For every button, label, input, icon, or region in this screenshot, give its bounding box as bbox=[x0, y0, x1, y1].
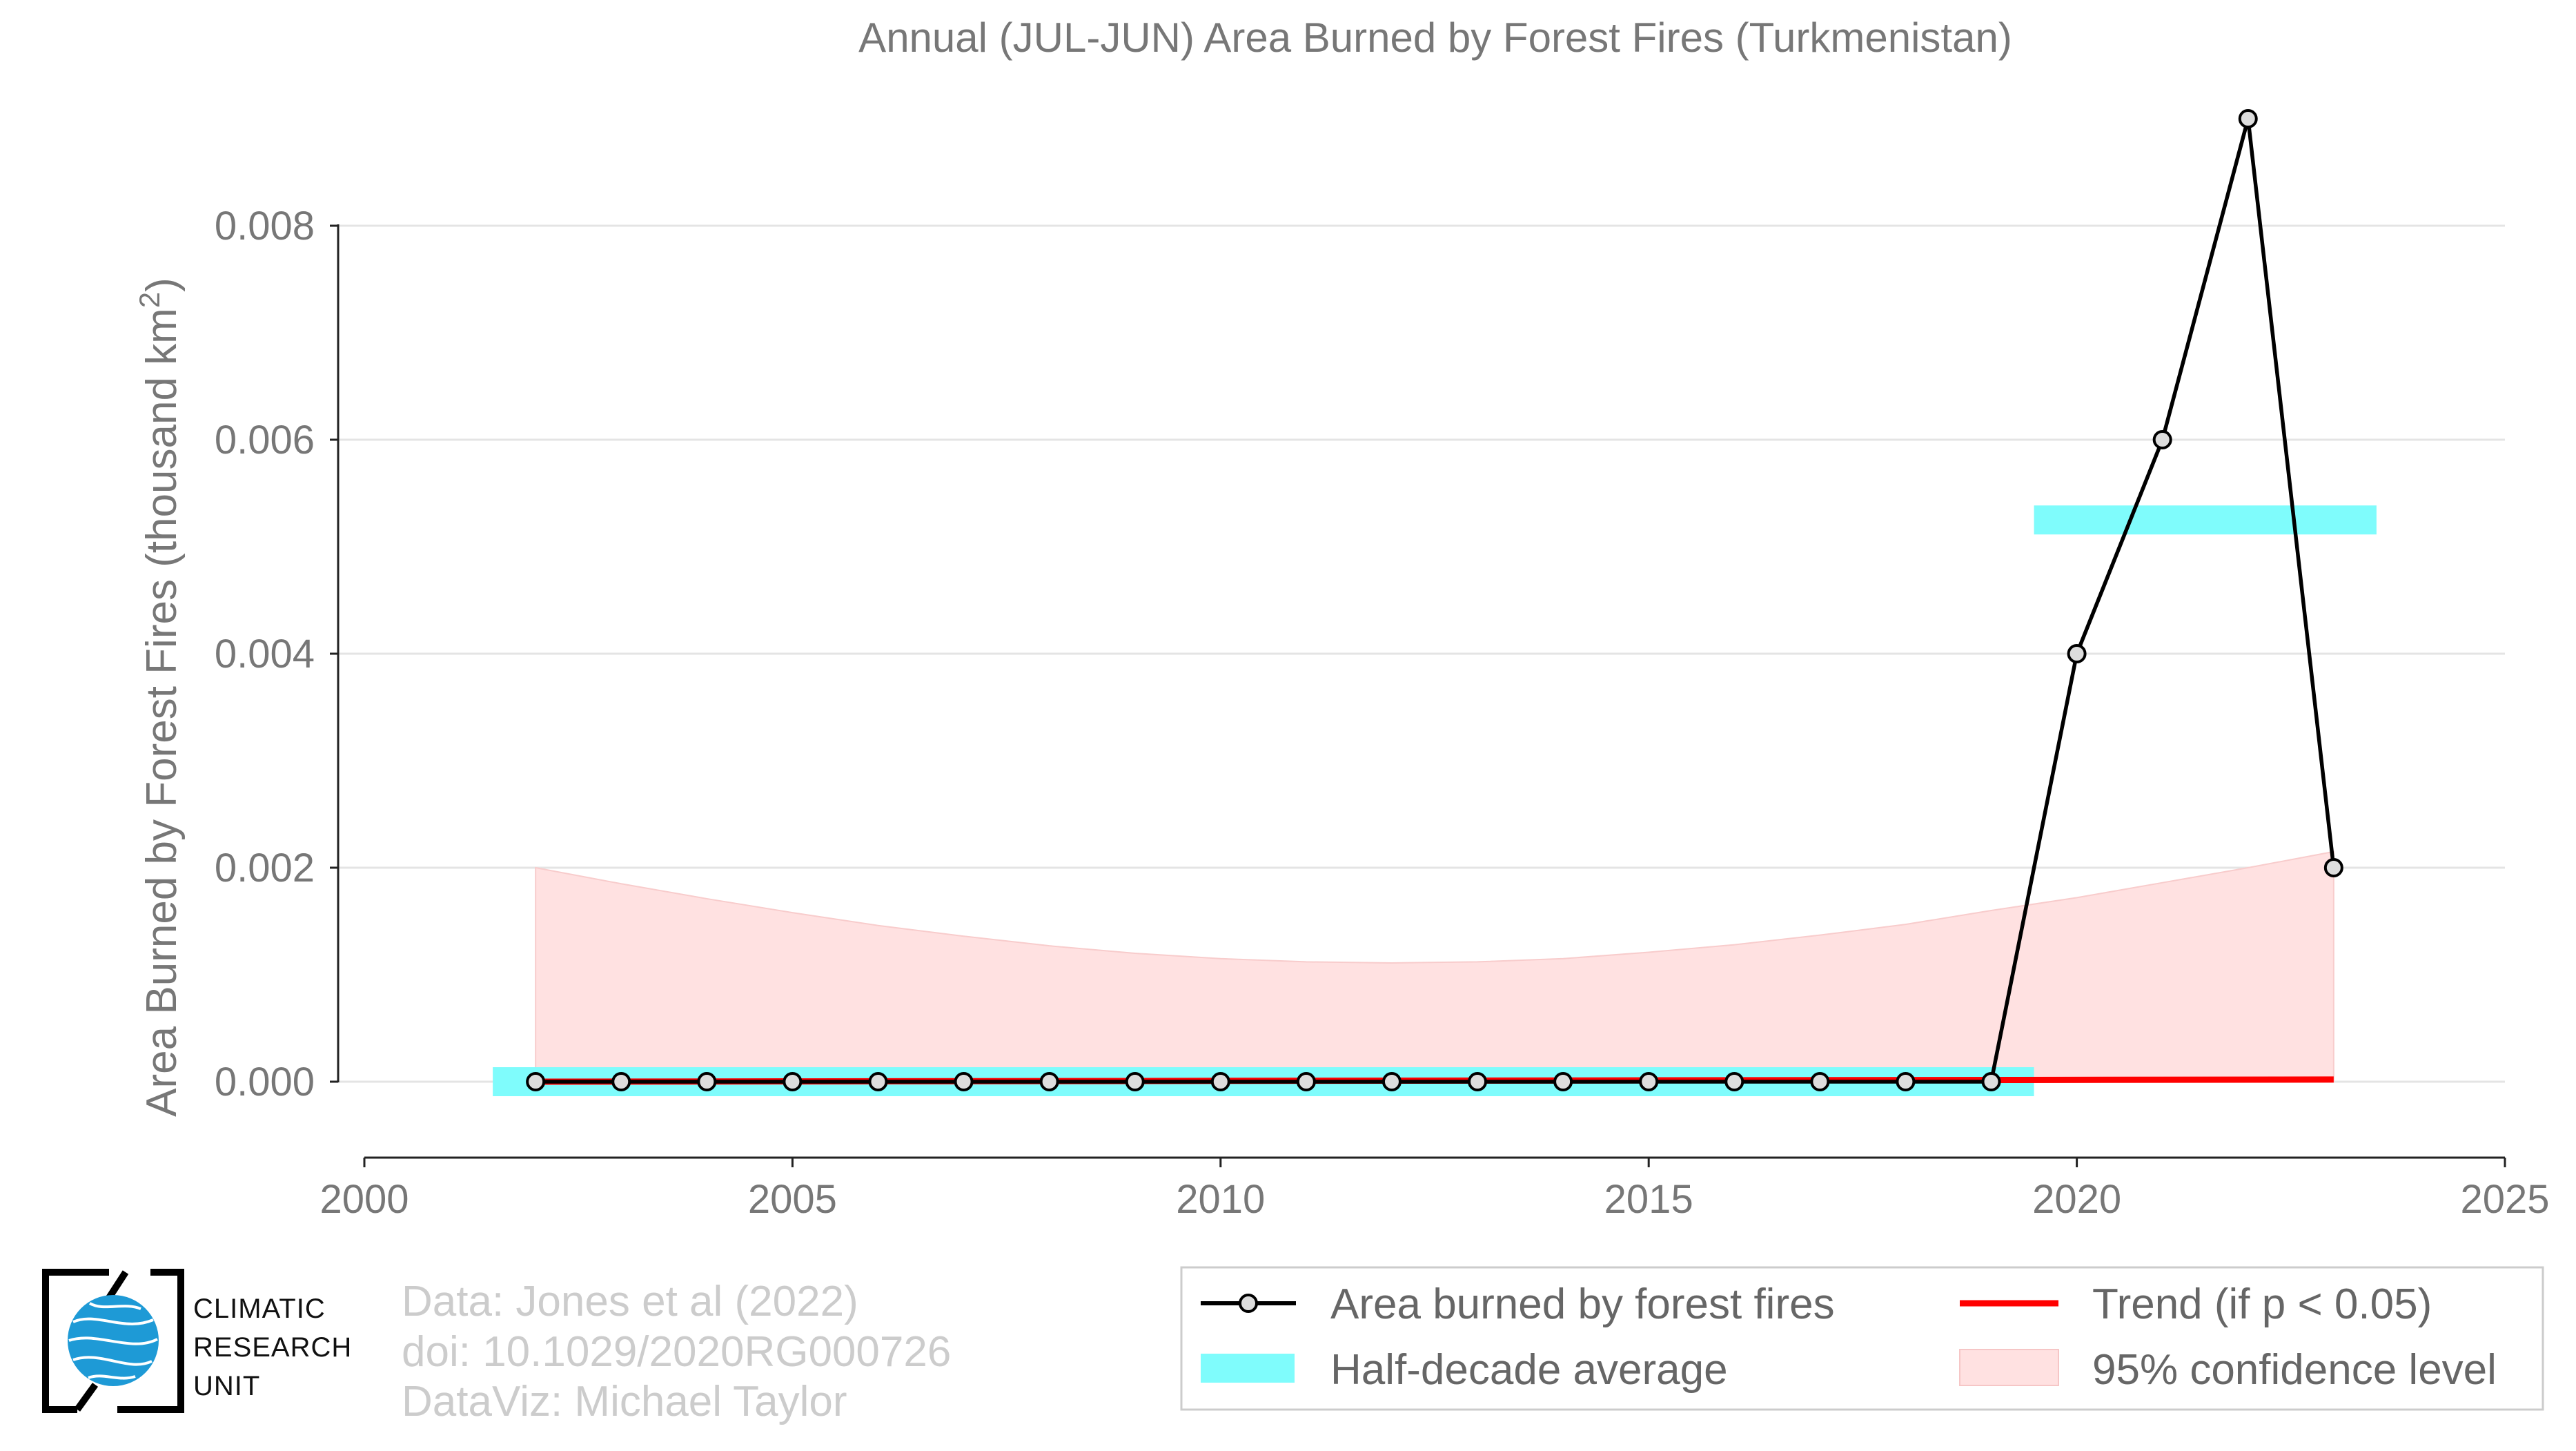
data-point bbox=[1125, 1072, 1145, 1091]
logo-text-line1: CLIMATIC bbox=[193, 1294, 326, 1324]
x-tick-label: 2025 bbox=[2460, 1177, 2549, 1222]
logo-bracket-left bbox=[42, 1269, 109, 1413]
confidence-band-area bbox=[535, 850, 2334, 1082]
logo-globe-swirls bbox=[68, 1302, 158, 1380]
x-tick-label: 2000 bbox=[319, 1177, 409, 1222]
legend-burned-label: Area burned by forest fires bbox=[1330, 1280, 1835, 1328]
logo-slash-bottom bbox=[74, 1383, 99, 1412]
y-ticks: 0.000 0.002 0.004 0.006 0.008 bbox=[215, 204, 338, 1104]
y-axis-label: Area Burned by Forest Fires (thousand km… bbox=[133, 277, 186, 1117]
y-tick-label: 0.008 bbox=[215, 204, 315, 249]
logo-bracket-right bbox=[117, 1269, 184, 1413]
credit-doi: doi: 10.1029/2020RG000726 bbox=[402, 1328, 952, 1376]
data-point bbox=[526, 1072, 546, 1091]
data-point bbox=[1039, 1072, 1059, 1091]
burned-area-series bbox=[526, 109, 2343, 1091]
logo-slash-top bbox=[106, 1270, 129, 1300]
legend-half-decade-label: Half-decade average bbox=[1330, 1346, 1728, 1394]
y-tick-label: 0.002 bbox=[215, 846, 315, 890]
data-point bbox=[1553, 1072, 1573, 1091]
legend-burned-marker bbox=[1239, 1294, 1258, 1313]
x-tick-label: 2005 bbox=[748, 1177, 837, 1222]
y-tick-label: 0.000 bbox=[215, 1060, 315, 1104]
data-point bbox=[2067, 644, 2087, 663]
data-point bbox=[1724, 1072, 1744, 1091]
data-point bbox=[2238, 109, 2258, 128]
legend-ci-label: 95% confidence level bbox=[2092, 1346, 2497, 1394]
data-point bbox=[2323, 858, 2343, 877]
data-point bbox=[1468, 1072, 1488, 1091]
data-point bbox=[868, 1072, 888, 1091]
legend-half-decade-swatch bbox=[1201, 1354, 1295, 1383]
legend-frame bbox=[1180, 1266, 2544, 1411]
credit-data-source: Data: Jones et al (2022) bbox=[402, 1278, 858, 1325]
legend-trend-label: Trend (if p < 0.05) bbox=[2092, 1280, 2432, 1328]
x-tick-label: 2010 bbox=[1176, 1177, 1265, 1222]
y-tick-label: 0.006 bbox=[215, 418, 315, 462]
legend-ci-swatch bbox=[1959, 1349, 2059, 1386]
y-tick-label: 0.004 bbox=[215, 632, 315, 676]
logo-text-line2: RESEARCH bbox=[193, 1332, 353, 1363]
data-point bbox=[1382, 1072, 1402, 1091]
data-point bbox=[2152, 430, 2172, 449]
chart-title: Annual (JUL-JUN) Area Burned by Forest F… bbox=[858, 14, 2012, 61]
data-point bbox=[1639, 1072, 1659, 1091]
burned-area-line bbox=[535, 117, 2336, 1084]
data-point bbox=[1810, 1072, 1830, 1091]
data-point bbox=[611, 1072, 631, 1091]
data-point bbox=[697, 1072, 717, 1091]
legend: Area burned by forest fires Trend (if p … bbox=[1180, 1266, 2544, 1411]
data-point bbox=[1296, 1072, 1316, 1091]
half-decade-bar bbox=[2034, 505, 2377, 535]
x-tick-label: 2015 bbox=[1604, 1177, 1693, 1222]
data-point bbox=[954, 1072, 974, 1091]
data-point bbox=[1896, 1072, 1916, 1091]
logo-text-line3: UNIT bbox=[193, 1371, 261, 1401]
x-ticks: 2000 2005 2010 2015 2020 2025 bbox=[319, 1158, 2550, 1222]
x-tick-label: 2020 bbox=[2032, 1177, 2121, 1222]
data-point bbox=[783, 1072, 803, 1091]
data-point bbox=[1210, 1072, 1230, 1091]
data-point bbox=[1981, 1072, 2001, 1091]
credit-dataviz: DataViz: Michael Taylor bbox=[402, 1378, 847, 1425]
cru-logo bbox=[42, 1269, 184, 1413]
confidence-band bbox=[535, 850, 2334, 1082]
